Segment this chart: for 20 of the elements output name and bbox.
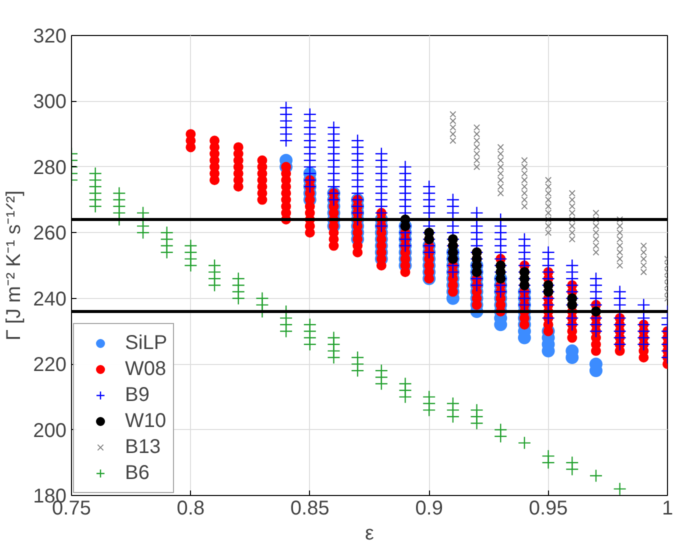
y-tick-label: 260: [33, 222, 67, 245]
y-tick-label: 320: [33, 26, 67, 48]
x-tick-label: 0.9: [415, 498, 444, 520]
y-tick-label: 240: [33, 288, 67, 310]
legend-label: B6: [125, 460, 150, 486]
legend-label: SiLP: [125, 330, 168, 356]
x-tick-label: 0.8: [176, 498, 205, 520]
y-tick-label: 200: [33, 420, 67, 442]
x-tick-label: 0.95: [528, 498, 568, 520]
y-tick-label: 220: [33, 354, 67, 376]
y-axis-title: Γ [J m⁻² K⁻¹ s⁻¹ᐟ²]: [3, 190, 26, 340]
legend-label: W10: [125, 408, 166, 434]
x-axis-title: ε: [365, 522, 374, 544]
legend-label: B13: [125, 434, 161, 460]
legend-label: W08: [125, 356, 166, 382]
y-tick-label: 280: [33, 156, 67, 179]
legend-label: B9: [125, 382, 150, 408]
x-tick-label: 0.85: [290, 498, 330, 520]
x-tick-label: 1: [662, 498, 674, 520]
y-tick-label: 300: [33, 91, 67, 114]
